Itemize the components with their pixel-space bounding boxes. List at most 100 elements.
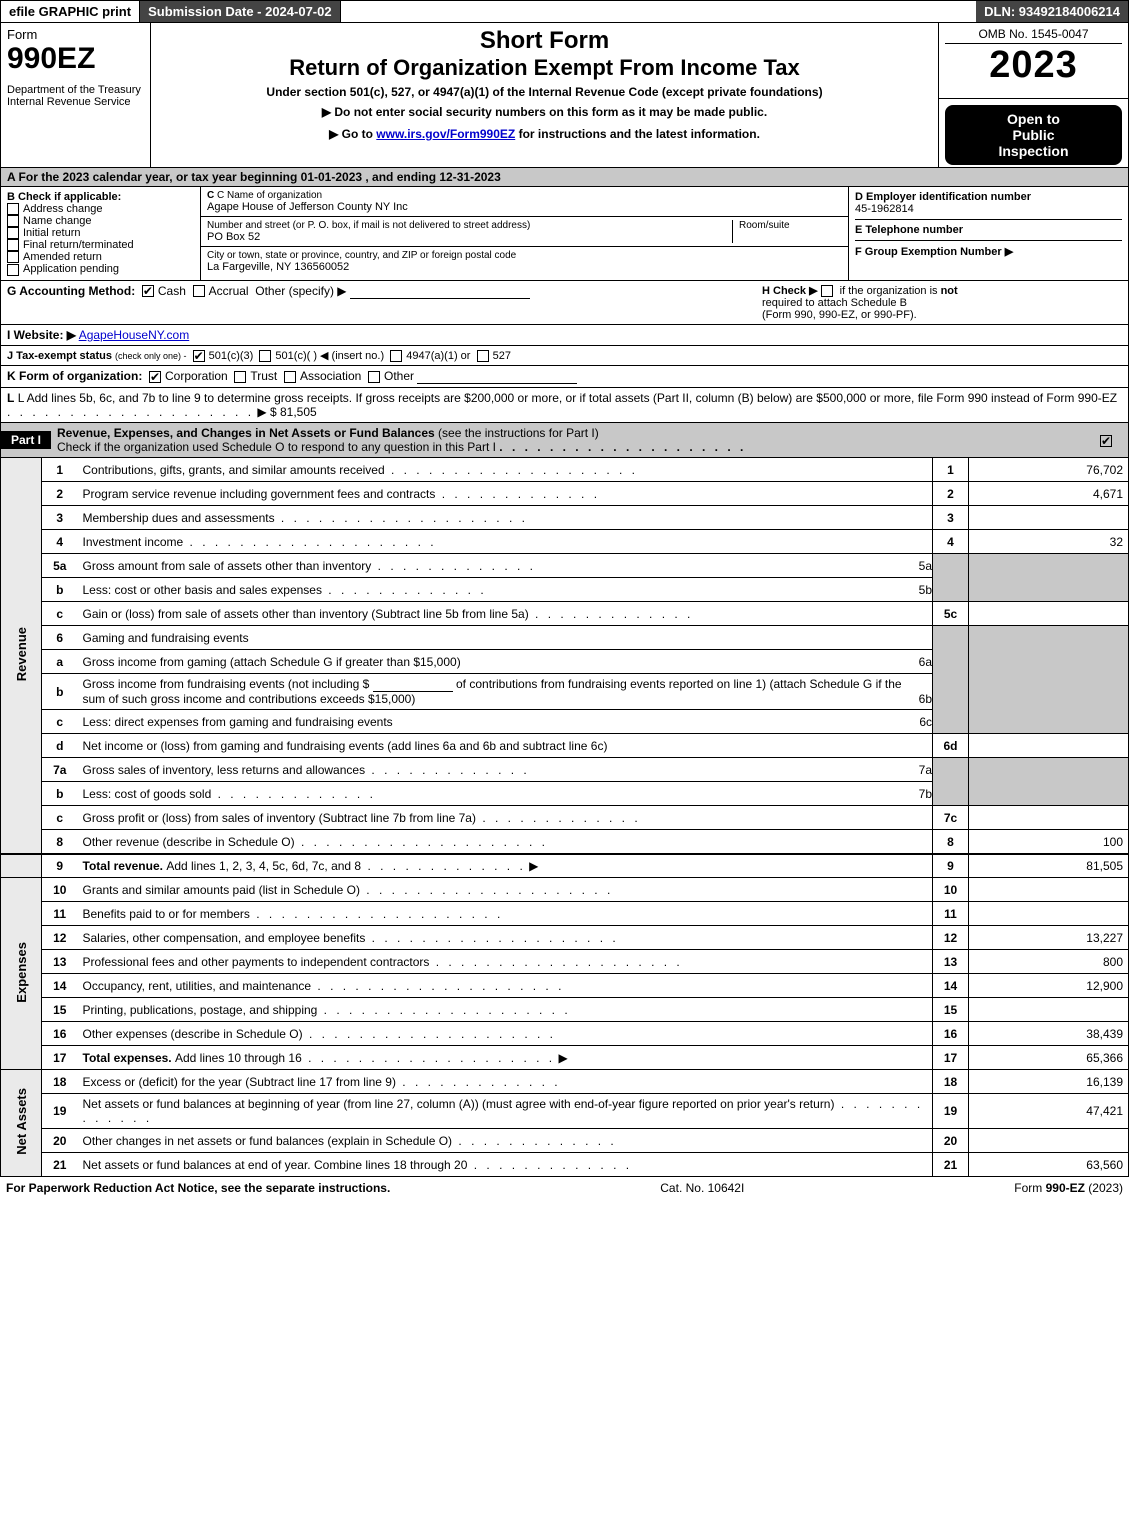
line-11-num: 11 [42, 902, 78, 926]
line-5a-midnum: 5a [919, 559, 932, 573]
chk-part1-scho[interactable] [1100, 435, 1112, 447]
label-501c3: 501(c)(3) [209, 350, 254, 362]
line-5b-num: b [42, 578, 78, 602]
efile-label[interactable]: efile GRAPHIC print [1, 1, 139, 22]
line-21-rnum: 21 [933, 1153, 969, 1177]
chk-initial-return[interactable] [7, 227, 19, 239]
line-13-rnum: 13 [933, 950, 969, 974]
label-other-method: Other (specify) ▶ [255, 284, 346, 298]
expenses-side-label: Expenses [1, 878, 42, 1070]
k-label: K Form of organization: [7, 369, 142, 383]
line-15-num: 15 [42, 998, 78, 1022]
chk-address-change[interactable] [7, 203, 19, 215]
c-label: C Name of organization [217, 190, 322, 201]
line-5b-midnum: 5b [919, 583, 932, 597]
chk-accrual[interactable] [193, 285, 205, 297]
row-j: J Tax-exempt status (check only one) - 5… [0, 346, 1129, 366]
chk-assoc[interactable] [284, 371, 296, 383]
line-1-rnum: 1 [933, 458, 969, 482]
line-15-rnum: 15 [933, 998, 969, 1022]
chk-amended-return[interactable] [7, 251, 19, 263]
line-3-rnum: 3 [933, 506, 969, 530]
netassets-side-label: Net Assets [1, 1070, 42, 1177]
chk-trust[interactable] [234, 371, 246, 383]
footer-left: For Paperwork Reduction Act Notice, see … [6, 1181, 390, 1195]
dept-line1: Department of the Treasury [7, 84, 144, 96]
line-21-value: 63,560 [969, 1153, 1129, 1177]
form-header: Form 990EZ Department of the Treasury In… [0, 23, 1129, 168]
f-label: F Group Exemption Number ▶ [855, 246, 1013, 258]
label-501c: 501(c)( ) ◀ (insert no.) [275, 350, 384, 362]
line-10-rnum: 10 [933, 878, 969, 902]
box-b: B Check if applicable: Address change Na… [1, 187, 201, 281]
line-6-num: 6 [42, 626, 78, 650]
h-not: not [941, 285, 958, 297]
line-20-rnum: 20 [933, 1129, 969, 1153]
line-19-num: 19 [42, 1094, 78, 1129]
footer-right: Form 990-EZ (2023) [1014, 1181, 1123, 1195]
line-9-desc: Add lines 1, 2, 3, 4, 5c, 6d, 7c, and 8 [166, 859, 361, 873]
open-to-public-box: Open to Public Inspection [945, 105, 1122, 165]
section-a-text: A For the 2023 calendar year, or tax yea… [7, 170, 501, 184]
line-7a-num: 7a [42, 758, 78, 782]
part-1-paren: (see the instructions for Part I) [438, 426, 599, 440]
line-5b-desc: Less: cost or other basis and sales expe… [83, 583, 322, 597]
part-1-checkline: Check if the organization used Schedule … [57, 440, 496, 454]
org-name: Agape House of Jefferson County NY Inc [207, 201, 842, 213]
line-6d-num: d [42, 734, 78, 758]
line-2-desc: Program service revenue including govern… [83, 487, 436, 501]
website-link[interactable]: AgapeHouseNY.com [79, 328, 190, 342]
line-17-num: 17 [42, 1046, 78, 1070]
chk-final-return[interactable] [7, 239, 19, 251]
footer-right-pre: Form [1014, 1181, 1045, 1195]
line-8-rnum: 8 [933, 830, 969, 854]
line-15-desc: Printing, publications, postage, and shi… [83, 1003, 318, 1017]
chk-527[interactable] [477, 350, 489, 362]
line-4-desc: Investment income [83, 535, 184, 549]
h-text2: required to attach Schedule B [762, 297, 907, 309]
line-5c-value [969, 602, 1129, 626]
row-k: K Form of organization: Corporation Trus… [0, 366, 1129, 388]
line-6d-value [969, 734, 1129, 758]
open-line2: Public [949, 127, 1118, 143]
row-i: I Website: ▶ AgapeHouseNY.com [0, 325, 1129, 346]
part-1-tag: Part I [1, 431, 51, 449]
addr-label: Number and street (or P. O. box, if mail… [207, 220, 732, 231]
line-7c-rnum: 7c [933, 806, 969, 830]
irs-link[interactable]: www.irs.gov/Form990EZ [376, 127, 515, 141]
line-11-value [969, 902, 1129, 926]
chk-501c3[interactable] [193, 350, 205, 362]
line-8-value: 100 [969, 830, 1129, 854]
label-other-org: Other [384, 369, 414, 383]
line-17-desc-bold: Total expenses. [83, 1051, 175, 1065]
line-16-rnum: 16 [933, 1022, 969, 1046]
line-3-desc: Membership dues and assessments [83, 511, 275, 525]
info-grid: B Check if applicable: Address change Na… [0, 187, 1129, 281]
label-assoc: Association [300, 369, 361, 383]
line-6-rshade-val [969, 626, 1129, 734]
chk-application-pending[interactable] [7, 264, 19, 276]
line-6c-desc: Less: direct expenses from gaming and fu… [83, 715, 393, 729]
ein-value: 45-1962814 [855, 203, 914, 215]
label-application-pending: Application pending [23, 263, 119, 275]
chk-corp[interactable] [149, 371, 161, 383]
line-5ab-rshade-val [969, 554, 1129, 602]
chk-name-change[interactable] [7, 215, 19, 227]
chk-4947[interactable] [390, 350, 402, 362]
part-1-header-row: Part I Revenue, Expenses, and Changes in… [0, 423, 1129, 458]
line-6d-desc: Net income or (loss) from gaming and fun… [83, 739, 608, 753]
omb-number: OMB No. 1545-0047 [945, 27, 1122, 44]
line-6a-midnum: 6a [919, 655, 932, 669]
chk-cash[interactable] [142, 285, 154, 297]
label-amended-return: Amended return [23, 251, 102, 263]
l-value: 81,505 [280, 405, 317, 419]
label-527: 527 [493, 350, 511, 362]
line-5c-desc: Gain or (loss) from sale of assets other… [83, 607, 529, 621]
box-c: C C Name of organization Agape House of … [201, 187, 848, 281]
line-6c-num: c [42, 710, 78, 734]
chk-h[interactable] [821, 285, 833, 297]
line-11-desc: Benefits paid to or for members [83, 907, 250, 921]
line-1-num: 1 [42, 458, 78, 482]
chk-501c[interactable] [259, 350, 271, 362]
chk-other-org[interactable] [368, 371, 380, 383]
